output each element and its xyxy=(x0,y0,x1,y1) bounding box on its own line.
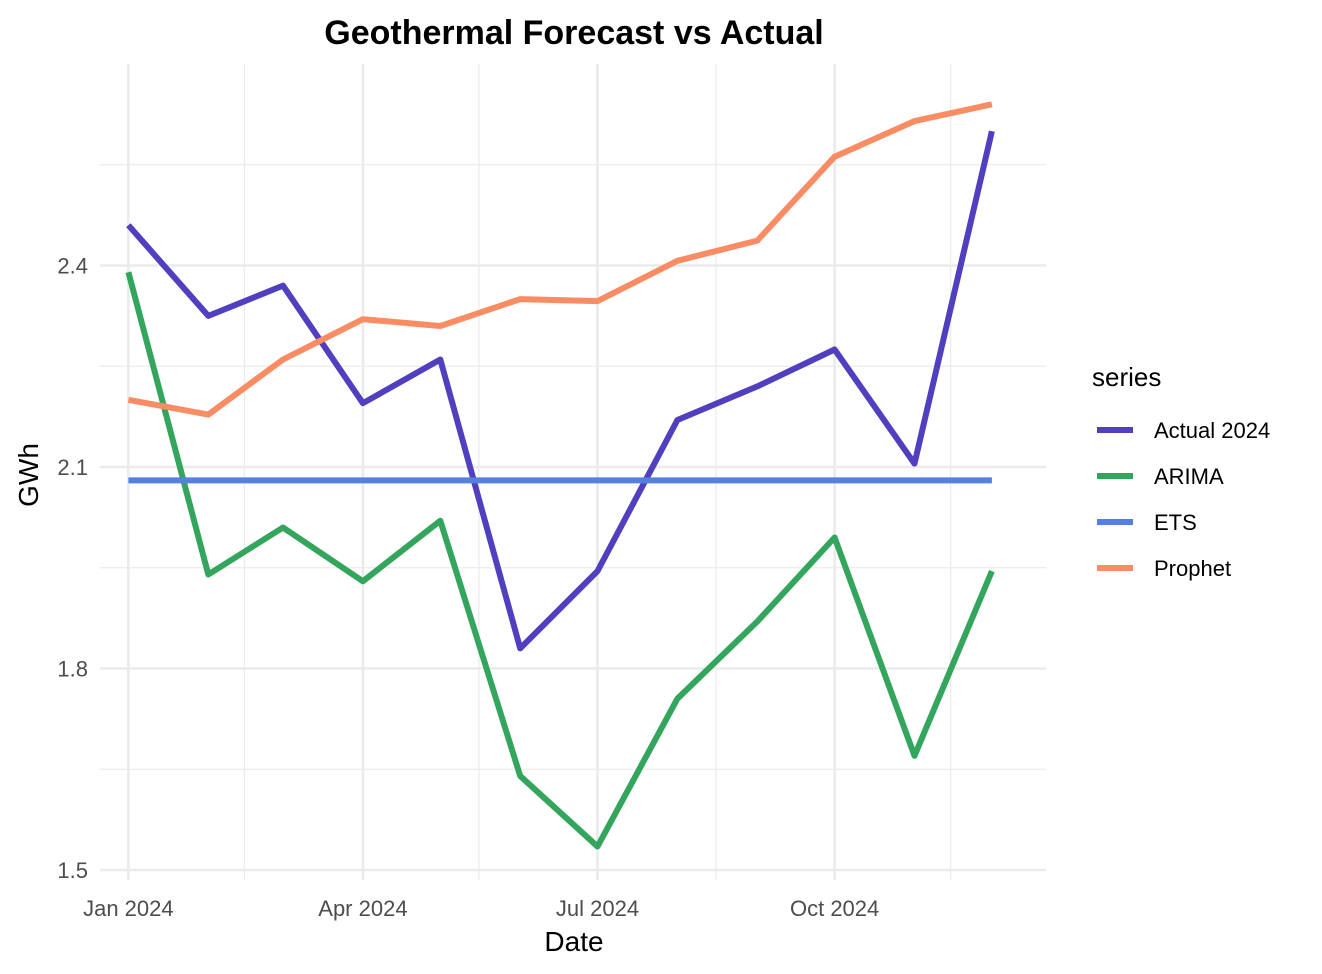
x-tick-label: Jul 2024 xyxy=(556,896,639,921)
minor-grid xyxy=(100,64,1046,880)
legend-label: ETS xyxy=(1154,510,1197,535)
y-tick-label: 1.5 xyxy=(57,858,88,883)
legend: series Actual 2024 ARIMA ETS Prophet xyxy=(1092,362,1270,581)
series-line-arima xyxy=(125,271,995,850)
x-tick-label: Jan 2024 xyxy=(83,896,174,921)
tick-labels: 1.5 1.8 2.1 2.4 Jan 2024 Apr 2024 Jul 2024 Oct … xyxy=(57,254,879,922)
chart-title: Geothermal Forecast vs Actual xyxy=(324,14,823,52)
legend-label: Prophet xyxy=(1154,556,1231,581)
major-grid xyxy=(100,64,1046,880)
legend-title: series xyxy=(1092,362,1161,392)
series-lines xyxy=(125,101,995,850)
x-tick-label: Oct 2024 xyxy=(790,896,879,921)
series-line-prophet xyxy=(127,101,993,418)
legend-label: Actual 2024 xyxy=(1154,418,1270,443)
legend-label: ARIMA xyxy=(1154,464,1224,489)
y-tick-label: 1.8 xyxy=(57,657,88,682)
x-tick-label: Apr 2024 xyxy=(318,896,407,921)
y-tick-label: 2.1 xyxy=(57,455,88,480)
y-tick-label: 2.4 xyxy=(57,254,88,279)
series-line-actual-2024 xyxy=(126,130,995,652)
y-axis-title: GWh xyxy=(13,443,44,507)
x-axis-title: Date xyxy=(544,926,603,957)
